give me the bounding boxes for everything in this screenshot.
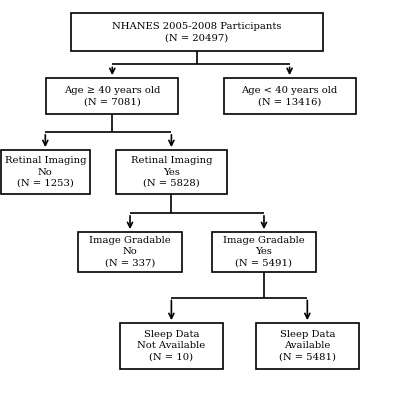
- Text: Retinal Imaging
Yes
(N = 5828): Retinal Imaging Yes (N = 5828): [131, 156, 212, 188]
- Text: Retinal Imaging
No
(N = 1253): Retinal Imaging No (N = 1253): [5, 156, 86, 188]
- FancyBboxPatch shape: [212, 232, 316, 272]
- Text: Sleep Data
Available
(N = 5481): Sleep Data Available (N = 5481): [279, 330, 336, 362]
- FancyBboxPatch shape: [224, 78, 355, 114]
- Text: Image Gradable
Yes
(N = 5491): Image Gradable Yes (N = 5491): [223, 236, 305, 268]
- Text: Image Gradable
No
(N = 337): Image Gradable No (N = 337): [89, 236, 171, 268]
- Text: Sleep Data
Not Available
(N = 10): Sleep Data Not Available (N = 10): [137, 330, 206, 362]
- Text: Age ≥ 40 years old
(N = 7081): Age ≥ 40 years old (N = 7081): [64, 86, 160, 106]
- Text: Age < 40 years old
(N = 13416): Age < 40 years old (N = 13416): [242, 86, 338, 106]
- Text: NHANES 2005-2008 Participants
(N = 20497): NHANES 2005-2008 Participants (N = 20497…: [112, 22, 282, 42]
- FancyBboxPatch shape: [116, 150, 227, 194]
- FancyBboxPatch shape: [120, 323, 223, 369]
- FancyBboxPatch shape: [46, 78, 178, 114]
- FancyBboxPatch shape: [71, 13, 323, 51]
- FancyBboxPatch shape: [256, 323, 359, 369]
- FancyBboxPatch shape: [78, 232, 182, 272]
- FancyBboxPatch shape: [1, 150, 90, 194]
